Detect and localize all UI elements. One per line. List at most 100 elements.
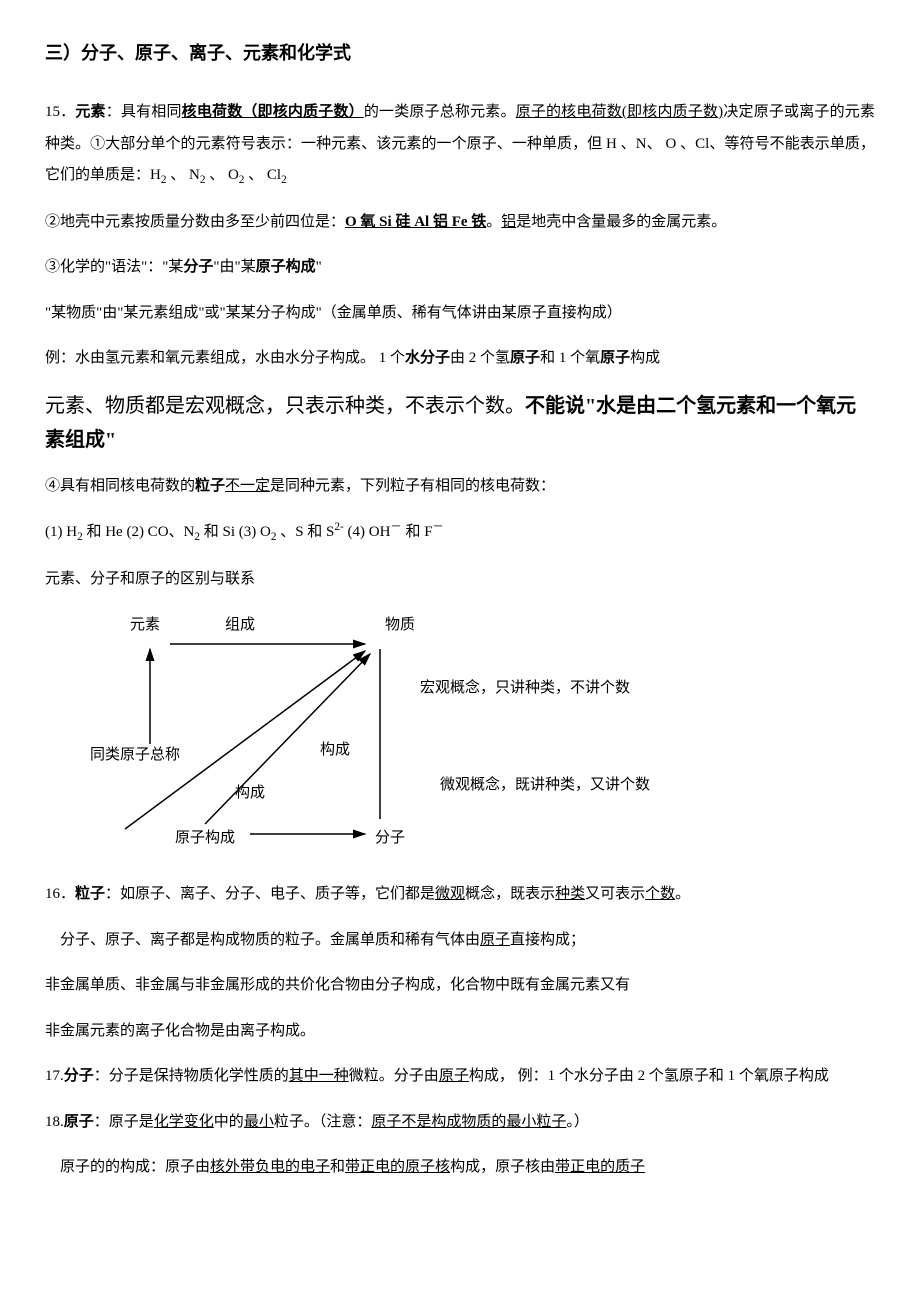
key: 原子不是构成物质的最小粒子	[371, 1114, 566, 1130]
num: 18.	[45, 1114, 64, 1130]
key: 核外带负电的电子	[210, 1159, 330, 1175]
key: 原子构成	[256, 259, 316, 275]
key: 原子	[600, 350, 630, 366]
item-15-para8: 元素、分子和原子的区别与联系	[45, 564, 875, 596]
text: (4) OH	[344, 524, 391, 540]
key: 带正电的质子	[555, 1159, 645, 1175]
text: 是同种元素，下列粒子有相同的核电荷数：	[270, 478, 555, 494]
key: 带正电的原子核	[345, 1159, 450, 1175]
text: 微粒。分子由	[349, 1068, 439, 1084]
text: 、 Cl	[244, 167, 281, 183]
key: 其中一种	[289, 1068, 349, 1084]
text: 分子、原子、离子都是构成物质的粒子。金属单质和稀有气体由	[60, 932, 480, 948]
num: 16．	[45, 886, 75, 902]
key: 不一定	[225, 478, 270, 494]
text: "由"某	[213, 259, 255, 275]
label-goucheng2: 构成	[235, 782, 265, 805]
sup: 2-	[334, 521, 343, 533]
term: 原子	[64, 1114, 94, 1130]
diagram-svg	[75, 609, 775, 859]
text: 。	[675, 886, 690, 902]
key: O 氧 Si 硅 Al 铝 Fe 铁	[345, 214, 486, 230]
key: 种类	[555, 886, 585, 902]
item-16-para3: 非金属单质、非金属与非金属形成的共价化合物由分子构成，化合物中既有金属元素又有	[45, 970, 875, 1002]
item-15-para3: ③化学的"语法"："某分子"由"某原子构成"	[45, 252, 875, 284]
term: 分子	[64, 1068, 94, 1084]
key: 原子	[510, 350, 540, 366]
num: 15．	[45, 104, 75, 120]
text: 。）	[566, 1114, 589, 1130]
num: 17.	[45, 1068, 64, 1084]
label-goucheng1: 构成	[320, 739, 350, 762]
text: 中的	[214, 1114, 244, 1130]
text: 和 F	[402, 524, 433, 540]
item-16-para2: 分子、原子、离子都是构成物质的粒子。金属单质和稀有气体由原子直接构成；	[45, 925, 875, 957]
text: 构成	[630, 350, 660, 366]
text: 又可表示	[585, 886, 645, 902]
item-15-para1: 15．元素：具有相同核电荷数（即核内质子数）的一类原子总称元素。原子的核电荷数(…	[45, 97, 875, 193]
item-15-para6: ④具有相同核电荷数的粒子不一定是同种元素，下列粒子有相同的核电荷数：	[45, 471, 875, 503]
text: 粒子。（注意：	[274, 1114, 372, 1130]
section-title: 三）分子、原子、离子、元素和化学式	[45, 40, 875, 67]
key: 最小	[244, 1114, 274, 1130]
text: 构成，原子核由	[450, 1159, 555, 1175]
term: 粒子	[75, 886, 105, 902]
key: 粒子	[195, 478, 225, 494]
item-16-para4: 非金属元素的离子化合物是由离子构成。	[45, 1016, 875, 1048]
text: 直接构成；	[510, 932, 585, 948]
sup: －	[390, 521, 401, 533]
text: 原子的的构成：原子由	[60, 1159, 210, 1175]
text: 由 2 个氢	[450, 350, 510, 366]
key1: 核电荷数（即核内质子数）	[182, 104, 364, 120]
key: 分子	[183, 259, 213, 275]
text: 、S 和 S	[276, 524, 334, 540]
label-fenzi: 分子	[375, 827, 405, 850]
text: 元素、物质都是宏观概念，只表示种类，不表示个数。	[45, 395, 525, 417]
item-18-para1: 18.原子：原子是化学变化中的最小粒子。（注意：原子不是构成物质的最小粒子。）	[45, 1107, 875, 1139]
item-15-para2: ②地壳中元素按质量分数由多至少前四位是：O 氧 Si 硅 Al 铝 Fe 铁。铝…	[45, 207, 875, 239]
text: 和	[330, 1159, 345, 1175]
label-wuzhi: 物质	[385, 614, 415, 637]
label-tonglei: 同类原子总称	[90, 744, 180, 767]
term: 元素	[75, 104, 105, 120]
key: 铝	[501, 214, 516, 230]
text: 例：水由氢元素和氧元素组成，水由水分子构成。 1 个	[45, 350, 405, 366]
label-yuansu: 元素	[130, 614, 160, 637]
key: 原子	[480, 932, 510, 948]
label-weiguan: 微观概念，既讲种类，又讲个数	[440, 774, 650, 797]
item-17-para1: 17.分子：分子是保持物质化学性质的其中一种微粒。分子由原子构成， 例：1 个水…	[45, 1061, 875, 1093]
text: ：分子是保持物质化学性质的	[94, 1068, 289, 1084]
label-yuanzi: 原子构成	[175, 827, 235, 850]
text: 和 1 个氧	[540, 350, 600, 366]
text: 概念，既表示	[465, 886, 555, 902]
text: ：原子是	[94, 1114, 154, 1130]
sup: －	[433, 521, 444, 533]
item-15-para4: "某物质"由"某元素组成"或"某某分子构成"（金属单质、稀有气体讲由某原子直接构…	[45, 298, 875, 330]
text: ：具有相同	[106, 104, 182, 120]
item-15-para5: 例：水由氢元素和氧元素组成，水由水分子构成。 1 个水分子由 2 个氢原子和 1…	[45, 343, 875, 375]
text: 和 Si (3) O	[200, 524, 271, 540]
text: 、 O	[205, 167, 238, 183]
key: 水分子	[405, 350, 450, 366]
text: ：如原子、离子、分子、电子、质子等，它们都是	[105, 886, 435, 902]
key2: 原子的核电荷数(即核内质子数)	[516, 104, 724, 120]
concept-diagram: 元素 组成 物质 宏观概念，只讲种类，不讲个数 同类原子总称 构成 构成 微观概…	[75, 609, 775, 859]
text: ②地壳中元素按质量分数由多至少前四位是：	[45, 214, 345, 230]
text: "	[316, 259, 322, 275]
macro-note: 元素、物质都是宏观概念，只表示种类，不表示个数。不能说"水是由二个氢元素和一个氧…	[45, 389, 875, 457]
item-15-para7: (1) H2 和 He (2) CO、N2 和 Si (3) O2 、S 和 S…	[45, 516, 875, 550]
sub: 2	[281, 174, 287, 186]
item-16-para1: 16．粒子：如原子、离子、分子、电子、质子等，它们都是微观概念，既表示种类又可表…	[45, 879, 875, 911]
key: 个数	[645, 886, 675, 902]
label-hongguan: 宏观概念，只讲种类，不讲个数	[420, 677, 630, 700]
text: 是地壳中含量最多的金属元素。	[516, 214, 726, 230]
label-zucheng: 组成	[225, 614, 255, 637]
key: 原子	[439, 1068, 469, 1084]
text: 的一类原子总称元素。	[364, 104, 516, 120]
key: 微观	[435, 886, 465, 902]
key: 化学变化	[154, 1114, 214, 1130]
text: 构成， 例：1 个水分子由 2 个氢原子和 1 个氧原子构成	[469, 1068, 829, 1084]
text: ③化学的"语法"："某	[45, 259, 183, 275]
text: ④具有相同核电荷数的	[45, 478, 195, 494]
text: 、 N	[166, 167, 199, 183]
